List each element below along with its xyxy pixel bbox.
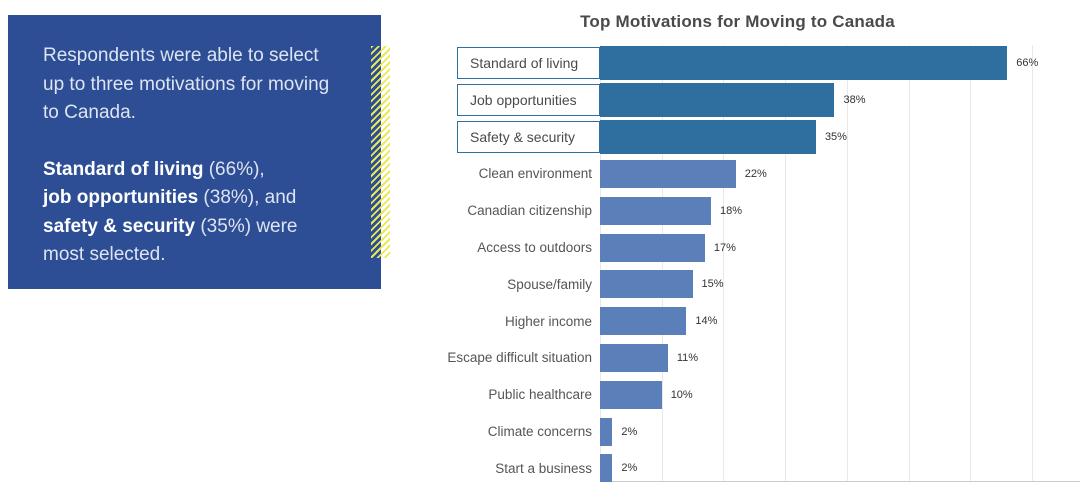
bar-row: Higher income 14% — [420, 303, 1080, 340]
bar-value: 17% — [713, 241, 736, 254]
bar-value: 15% — [701, 278, 724, 291]
bar-value: 10% — [670, 388, 693, 401]
bar-value: 14% — [695, 315, 718, 328]
stat-safety-security-value: (35%) were — [195, 215, 298, 237]
x-axis-line — [600, 481, 1080, 482]
bar — [600, 196, 712, 225]
bar-row: Escape difficult situation 11% — [420, 340, 1080, 377]
highlighted-bar-label: Safety & security — [457, 120, 600, 153]
panel-intro-text: Respondents were able to select up to th… — [43, 45, 330, 123]
bar-label: Escape difficult situation — [447, 350, 592, 366]
stat-job-opportunities-value: (38%), and — [198, 187, 297, 208]
bar — [600, 159, 736, 188]
bar — [600, 233, 705, 262]
bar-row: Clean environment 22% — [420, 155, 1080, 192]
bar — [600, 307, 687, 336]
bar-label: Public healthcare — [488, 387, 592, 403]
chart-title: Top Motivations for Moving to Canada — [580, 12, 895, 31]
bar-label: Access to outdoors — [477, 240, 592, 255]
bar-row: Spouse/family 15% — [420, 266, 1080, 303]
bar-value: 2% — [621, 425, 638, 438]
stat-job-opportunities: job opportunities — [43, 187, 199, 208]
bar — [600, 454, 613, 483]
bar-row: Climate concerns 2% — [420, 413, 1080, 450]
bar-value: 18% — [720, 204, 743, 217]
highlighted-bar-label: Standard of living — [457, 47, 600, 79]
bar-label: Canadian citizenship — [467, 203, 592, 219]
gridline — [1031, 45, 1033, 481]
bar-value: 38% — [843, 94, 866, 107]
hatch-decoration — [371, 46, 390, 258]
bar — [600, 120, 816, 155]
bar-value: 35% — [824, 131, 847, 144]
gridline — [846, 45, 848, 481]
gridline — [970, 45, 972, 481]
bar-label: Start a business — [495, 460, 592, 476]
bar-value: 66% — [1016, 57, 1039, 70]
gridline — [723, 45, 725, 481]
bar — [600, 380, 662, 409]
gridline — [785, 45, 787, 481]
gridline — [908, 45, 910, 481]
bar-row: Job opportunities 38% — [420, 82, 1080, 119]
bar-label: Clean environment — [478, 166, 592, 182]
bar-label: Climate concerns — [487, 424, 592, 440]
bar — [600, 46, 1008, 81]
bar-row: Access to outdoors 17% — [420, 229, 1080, 266]
bar-row: Safety & security 35% — [420, 119, 1080, 156]
panel-stats-text: Standard of living (66%), job opportunit… — [43, 156, 335, 270]
bar-value: 11% — [676, 351, 699, 364]
stat-standard-of-living-value: (66%), — [203, 158, 265, 180]
stat-safety-security: safety & security — [43, 215, 196, 237]
bar-label: Spouse/family — [507, 276, 592, 292]
bar-value: 2% — [621, 462, 638, 475]
bar — [600, 417, 613, 446]
bar-row: Standard of living 66% — [420, 45, 1080, 82]
stat-closing: most selected. — [43, 244, 166, 265]
bar — [600, 83, 835, 118]
bar-row: Public healthcare 10% — [420, 376, 1080, 413]
bar-row: Canadian citizenship 18% — [420, 192, 1080, 229]
bar — [600, 270, 693, 299]
bar-row: Start a business 2% — [420, 450, 1080, 487]
gridline — [600, 45, 601, 481]
plot-area: Standard of living 66% Job opportunities 38… — [420, 45, 1080, 483]
summary-panel: Respondents were able to select up to th… — [8, 15, 390, 289]
bar-label: Higher income — [504, 313, 592, 329]
bar — [600, 343, 668, 372]
bar-value: 22% — [744, 167, 767, 180]
gridline — [661, 45, 663, 481]
highlighted-bar-label: Job opportunities — [457, 83, 600, 116]
stat-standard-of-living: Standard of living — [43, 158, 204, 180]
